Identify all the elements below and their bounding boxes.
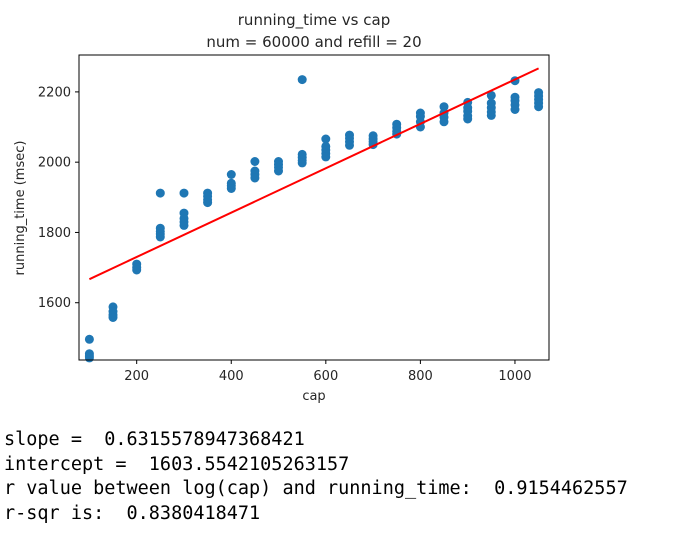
data-point <box>463 114 473 124</box>
intercept-output-line: intercept = 1603.5542105263157 <box>4 453 350 475</box>
slope-output-line: slope = 0.6315578947368421 <box>4 429 305 450</box>
data-point <box>486 110 496 120</box>
plot-area <box>84 67 544 363</box>
data-point <box>132 265 142 275</box>
x-tick-label: 400 <box>219 369 244 384</box>
x-tick-label: 1000 <box>498 369 531 384</box>
data-point <box>321 134 331 144</box>
console-output: slope = 0.6315578947368421 intercept = 16… <box>4 428 628 526</box>
data-point <box>84 334 94 344</box>
y-tick-label: 1800 <box>38 226 71 241</box>
data-point <box>250 157 260 166</box>
data-point <box>226 184 236 193</box>
data-point <box>297 75 307 85</box>
data-point <box>345 140 354 150</box>
scatter-chart: running_time vs cap num = 60000 and refi… <box>13 11 550 404</box>
y-tick-label: 2200 <box>38 85 71 100</box>
y-axis-label: running_time (msec) <box>13 141 28 276</box>
data-point <box>203 198 213 208</box>
x-tick-label: 800 <box>408 369 433 384</box>
x-tick-label: 600 <box>313 369 338 384</box>
y-tick-label: 2000 <box>38 156 71 171</box>
regression-line <box>88 67 540 281</box>
data-point <box>155 188 165 198</box>
data-point <box>179 188 189 198</box>
data-point <box>439 117 449 127</box>
data-point <box>179 220 189 230</box>
data-point <box>297 158 307 168</box>
data-point <box>321 152 331 162</box>
x-axis-label: cap <box>302 389 325 404</box>
data-point <box>510 105 520 114</box>
x-tick-label: 200 <box>124 369 149 384</box>
data-point <box>534 102 544 112</box>
data-point <box>274 166 283 176</box>
chart-title: running_time vs cap <box>238 11 390 30</box>
chart-subtitle: num = 60000 and refill = 20 <box>206 33 421 51</box>
data-point <box>155 232 165 242</box>
r-value-output-line: r value between log(cap) and running_tim… <box>4 478 628 499</box>
plot-frame <box>78 54 550 361</box>
data-point <box>108 313 118 322</box>
data-point <box>84 353 94 363</box>
data-point <box>250 173 260 183</box>
data-point <box>486 90 496 100</box>
data-point <box>439 102 449 112</box>
axes: 200 400 600 800 1000 1600 1800 2000 2200 <box>38 85 532 384</box>
data-point <box>226 170 236 179</box>
r-squared-output-line: r-sqr is: 0.8380418471 <box>4 502 261 524</box>
y-tick-label: 1600 <box>38 296 71 311</box>
